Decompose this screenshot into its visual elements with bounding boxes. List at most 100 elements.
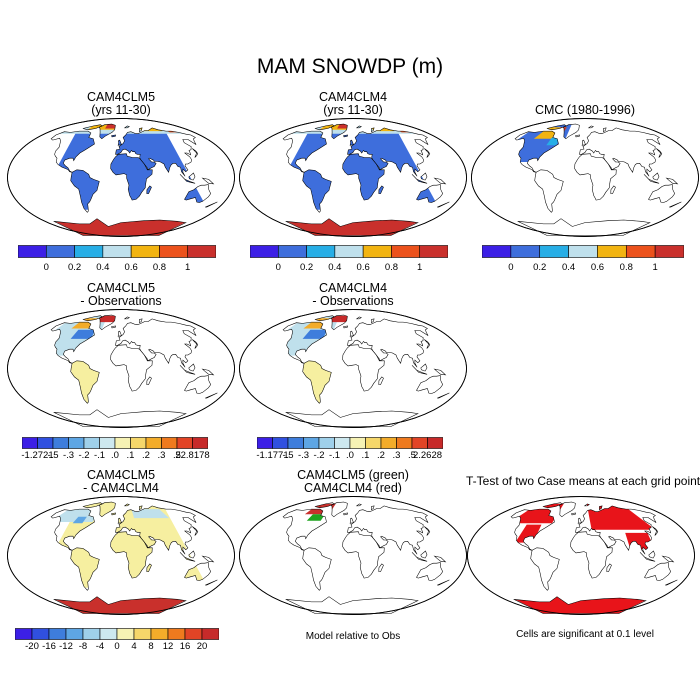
colorbar-tick-label: -20 (25, 641, 39, 652)
colorbar-tick-label: 16 (179, 641, 191, 652)
coastline (146, 563, 152, 572)
coastline (192, 339, 199, 349)
coastline (420, 550, 428, 559)
coastline (302, 360, 332, 404)
colorbar-tick-label: -.3 (297, 450, 310, 461)
world-map (239, 309, 467, 428)
colorbar-swatch (597, 245, 627, 258)
colorbar-tick-label: 1 (652, 262, 658, 273)
colorbar-swatch (318, 437, 335, 449)
coastline (110, 344, 153, 392)
coastline (575, 134, 580, 138)
panel-cam4clm5: CAM4CLM5 (yrs 11-30) (6, 91, 236, 238)
colorbar-tick-label: .1 (126, 450, 135, 461)
colorbar-absolute-3 (481, 245, 685, 258)
coastline (577, 517, 582, 524)
colorbar-tick-label: 0.4 (96, 262, 110, 273)
coastline (420, 172, 428, 181)
panel-model-relative-obs: CAM4CLM5 (green) CAM4CLM4 (red) (238, 469, 468, 616)
coastline (517, 218, 651, 236)
coastline (98, 314, 116, 331)
coastline (342, 531, 385, 579)
coastline (669, 201, 682, 208)
colorbar-swatch (74, 245, 104, 258)
colorbar-swatch (130, 437, 147, 449)
coastline (433, 555, 447, 563)
colorbar-tick-label: -1.1771 (256, 450, 289, 461)
coastline (424, 148, 431, 158)
map-boundary (7, 309, 235, 428)
coastline (583, 503, 590, 507)
colorbar-swatch (380, 437, 397, 449)
colorbar-tick-label: 0.6 (124, 262, 138, 273)
coastline (70, 547, 100, 591)
colorbar-svg (14, 628, 220, 640)
map-boundary (7, 118, 235, 237)
colorbar-tick-label: .0 (346, 450, 354, 461)
coastline (330, 501, 348, 518)
map-border (7, 496, 235, 615)
colorbar-swatch (427, 437, 444, 449)
colorbar-tick-label: 4 (131, 641, 137, 652)
colorbar-tick-label: 0.6 (590, 262, 605, 273)
coastline (139, 505, 143, 511)
coastline (50, 130, 95, 173)
coastline (330, 123, 348, 140)
coastline (510, 508, 555, 551)
coastline (205, 201, 218, 208)
coastline (349, 139, 354, 146)
colorbar-swatch (256, 437, 273, 449)
coastline (587, 125, 594, 129)
colorbar-swatch (114, 437, 131, 449)
world-map (7, 309, 235, 428)
colorbar-tick-label: .5 (408, 450, 416, 461)
coastline (371, 318, 375, 324)
colorbar-tick-label: -16 (42, 641, 56, 652)
colorbar-swatch (481, 245, 512, 258)
colorbar-tick-label: -.1 (93, 450, 106, 461)
panel-cam4clm4: CAM4CLM4 (yrs 11-30) (238, 91, 468, 238)
map-boundary (7, 496, 235, 615)
panel-title-line1: CMC (1980-1996) (534, 103, 636, 117)
coastline (314, 502, 335, 509)
coastline (110, 531, 153, 579)
coastline (648, 550, 656, 559)
colorbar-swatch (272, 437, 289, 449)
colorbar-tick-label: 2.2628 (412, 450, 443, 461)
coastline (123, 316, 130, 320)
colorbar-absolute-2 (249, 245, 449, 258)
coastline (603, 127, 607, 133)
coastline (513, 596, 647, 614)
difference-low (72, 516, 87, 524)
coastline (111, 325, 116, 329)
coastline (644, 562, 672, 581)
coastline (416, 184, 444, 203)
coastline (371, 127, 375, 133)
coastline (355, 316, 362, 320)
coastline (420, 363, 428, 372)
coastline (665, 579, 678, 586)
colorbar-tick-label: -.5 (282, 450, 294, 461)
colorbar-tick-label: .0 (111, 450, 119, 461)
world-map (7, 496, 235, 615)
coastline (581, 139, 586, 146)
coastline (652, 172, 660, 181)
panel-clm5-minus-clm4: CAM4CLM5 - CAM4CLM4 (6, 469, 236, 616)
coastline (571, 512, 576, 516)
coastline (123, 503, 130, 507)
panel-title-line1: CAM4CLM5 (86, 281, 156, 295)
page-title: MAM SNOWDP (m) (256, 55, 444, 78)
panel-title-line1: CAM4CLM4 (318, 281, 388, 295)
coastline (70, 169, 100, 213)
map-boundary (239, 496, 467, 615)
coastline (302, 169, 332, 213)
coastline (192, 148, 199, 158)
coastline (661, 555, 675, 563)
colorbar-tick-label: 22.8178 (175, 450, 210, 461)
panel-title-line2: - Observations (80, 294, 162, 308)
colorbar-swatch (362, 245, 392, 258)
coastline (139, 127, 143, 133)
colorbar-tick-label: 20 (196, 641, 208, 652)
map-border (239, 496, 467, 615)
panel-t-test: T-Test of two Case means at each grid po… (466, 475, 700, 616)
